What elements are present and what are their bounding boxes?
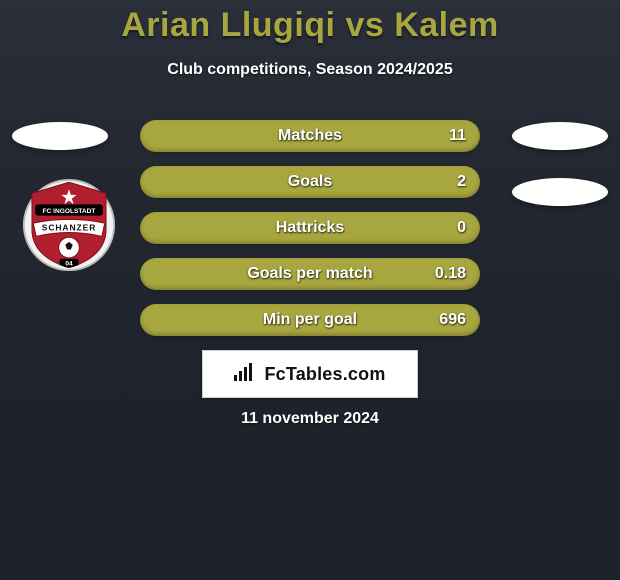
footer-logo: FcTables.com: [202, 350, 418, 398]
stats-bars: Matches 11 Goals 2 Hattricks 0 Goals per…: [140, 120, 480, 336]
page-title: Arian Llugiqi vs Kalem: [0, 0, 620, 45]
stat-bar-min-per-goal: Min per goal 696: [140, 304, 480, 336]
stat-value: 11: [449, 127, 466, 145]
title-vs: vs: [336, 6, 395, 44]
placeholder-ellipse: [12, 122, 108, 150]
club-badge-icon: FC INGOLSTADT SCHANZER 04: [22, 178, 116, 272]
svg-text:04: 04: [65, 260, 73, 267]
stat-label: Matches: [278, 127, 342, 145]
placeholder-ellipse: [512, 122, 608, 150]
stat-bar-hattricks: Hattricks 0: [140, 212, 480, 244]
stat-label: Goals per match: [247, 265, 372, 283]
svg-text:FC INGOLSTADT: FC INGOLSTADT: [43, 208, 96, 215]
svg-text:SCHANZER: SCHANZER: [42, 223, 96, 233]
comparison-card: Arian Llugiqi vs Kalem Club competitions…: [0, 0, 620, 580]
bar-chart-icon: [234, 363, 256, 385]
stat-value: 2: [457, 173, 466, 191]
stat-value: 0: [457, 219, 466, 237]
stat-label: Hattricks: [276, 219, 344, 237]
footer-date: 11 november 2024: [0, 410, 620, 428]
title-player1: Arian Llugiqi: [121, 6, 335, 44]
stat-bar-matches: Matches 11: [140, 120, 480, 152]
subtitle: Club competitions, Season 2024/2025: [0, 61, 620, 79]
stat-bar-goals: Goals 2: [140, 166, 480, 198]
footer-logo-text: FcTables.com: [264, 364, 385, 385]
left-placeholder-stack: [12, 122, 108, 150]
placeholder-ellipse: [512, 178, 608, 206]
right-placeholder-stack: [512, 122, 608, 206]
stat-bar-goals-per-match: Goals per match 0.18: [140, 258, 480, 290]
title-player2: Kalem: [394, 6, 499, 44]
stat-label: Goals: [288, 173, 332, 191]
stat-label: Min per goal: [263, 311, 357, 329]
stat-value: 0.18: [435, 265, 466, 283]
stat-value: 696: [439, 311, 466, 329]
